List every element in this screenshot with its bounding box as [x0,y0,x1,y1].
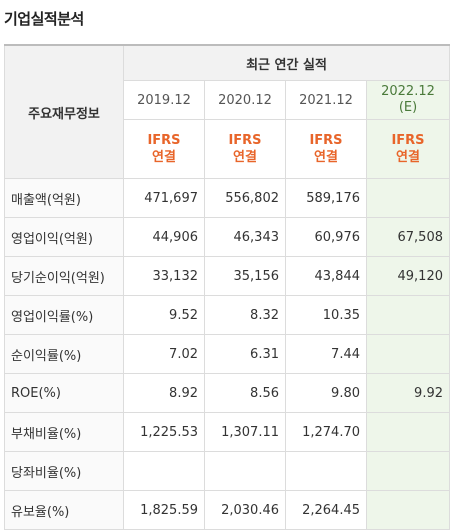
cell-value: 556,802 [204,178,286,218]
standard-top: IFRS [228,133,262,148]
cell-value: 7.02 [123,334,205,374]
cell-value: 8.92 [123,373,205,413]
year-header: 2021.12 [285,80,367,120]
cell-value-estimate: 49,120 [366,256,450,296]
cell-value: 1,825.59 [123,490,205,530]
cell-value: 9.80 [285,373,367,413]
cell-value-estimate: 67,508 [366,217,450,257]
standard-header: IFRS 연결 [123,119,205,179]
standard-header: IFRS 연결 [285,119,367,179]
cell-value: 589,176 [285,178,367,218]
cell-value: 471,697 [123,178,205,218]
header-main-label: 주요재무정보 [4,44,124,179]
table-row: 영업이익(억원) 44,906 46,343 60,976 67,508 [4,217,450,257]
year-header: 2020.12 [204,80,286,120]
cell-value: 44,906 [123,217,205,257]
row-label: 순이익률(%) [4,334,124,374]
row-label: 영업이익(억원) [4,217,124,257]
year-header: 2019.12 [123,80,205,120]
cell-value [204,451,286,491]
cell-value: 1,307.11 [204,412,286,452]
estimate-year: 2022.12 [381,84,435,99]
cell-value-estimate [366,334,450,374]
table-row: 부채비율(%) 1,225.53 1,307.11 1,274.70 [4,412,450,452]
estimate-mark: (E) [398,100,418,115]
table-row: 당기순이익(억원) 33,132 35,156 43,844 49,120 [4,256,450,296]
row-label: 당기순이익(억원) [4,256,124,296]
cell-value: 35,156 [204,256,286,296]
cell-value: 8.32 [204,295,286,335]
year-header-estimate: 2022.12 (E) [366,80,450,120]
cell-value-estimate: 9.92 [366,373,450,413]
table-row: 유보율(%) 1,825.59 2,030.46 2,264.45 [4,490,450,530]
section-title: 기업실적분석 [4,10,84,28]
cell-value: 10.35 [285,295,367,335]
table-row: 매출액(억원) 471,697 556,802 589,176 [4,178,450,218]
table-row: ROE(%) 8.92 8.56 9.80 9.92 [4,373,450,413]
row-label: 당좌비율(%) [4,451,124,491]
table-row: 당좌비율(%) [4,451,450,491]
standard-bottom: 연결 [233,150,257,165]
cell-value: 33,132 [123,256,205,296]
cell-value-estimate [366,295,450,335]
row-label: 부채비율(%) [4,412,124,452]
cell-value [123,451,205,491]
standard-bottom: 연결 [152,150,176,165]
cell-value: 1,225.53 [123,412,205,452]
cell-value: 2,030.46 [204,490,286,530]
financial-table: 주요재무정보 최근 연간 실적 2019.12 2020.12 2021.12 … [4,44,450,530]
cell-value: 7.44 [285,334,367,374]
row-label: 유보율(%) [4,490,124,530]
cell-value [285,451,367,491]
standard-bottom: 연결 [314,150,338,165]
cell-value-estimate [366,490,450,530]
cell-value: 46,343 [204,217,286,257]
standard-top: IFRS [391,133,425,148]
standard-header-estimate: IFRS 연결 [366,119,450,179]
cell-value: 2,264.45 [285,490,367,530]
header-group-label: 최근 연간 실적 [123,44,450,81]
cell-value: 9.52 [123,295,205,335]
row-label: 영업이익률(%) [4,295,124,335]
table-row: 영업이익률(%) 9.52 8.32 10.35 [4,295,450,335]
cell-value-estimate [366,178,450,218]
cell-value-estimate [366,451,450,491]
standard-header: IFRS 연결 [204,119,286,179]
cell-value-estimate [366,412,450,452]
cell-value: 8.56 [204,373,286,413]
cell-value: 60,976 [285,217,367,257]
cell-value: 43,844 [285,256,367,296]
standard-bottom: 연결 [396,150,420,165]
row-label: ROE(%) [4,373,124,413]
cell-value: 1,274.70 [285,412,367,452]
cell-value: 6.31 [204,334,286,374]
row-label: 매출액(억원) [4,178,124,218]
table-row: 순이익률(%) 7.02 6.31 7.44 [4,334,450,374]
standard-top: IFRS [309,133,343,148]
standard-top: IFRS [147,133,181,148]
